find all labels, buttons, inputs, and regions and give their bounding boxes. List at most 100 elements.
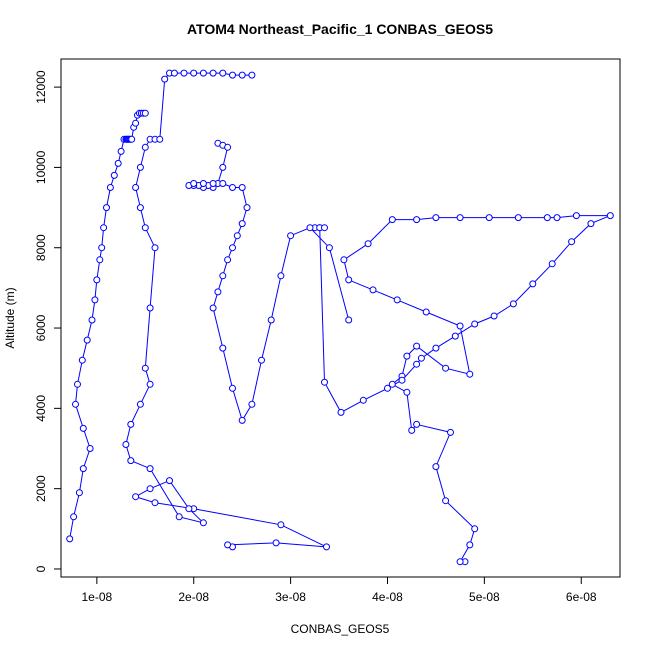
data-point <box>432 463 440 471</box>
data-point <box>114 159 122 167</box>
data-point <box>442 497 450 505</box>
data-point <box>175 513 183 521</box>
x-tick-label: 3e-08 <box>275 590 306 604</box>
data-point <box>543 214 551 222</box>
data-point <box>170 69 178 77</box>
data-point <box>106 184 114 191</box>
data-point <box>384 384 391 392</box>
data-point <box>337 408 345 416</box>
data-point <box>141 109 149 117</box>
data-point <box>345 276 353 284</box>
data-point <box>267 316 275 324</box>
y-axis-label: Altitude (m) <box>3 287 17 348</box>
data-point <box>287 232 295 240</box>
data-point <box>70 513 78 521</box>
data-point <box>229 384 236 392</box>
data-point <box>243 204 251 212</box>
data-point <box>325 244 333 252</box>
data-point <box>132 119 140 127</box>
data-point <box>233 232 241 240</box>
data-point <box>199 69 207 77</box>
data-point <box>161 75 169 83</box>
data-point <box>156 135 164 143</box>
data-point <box>258 356 265 364</box>
data-point <box>456 558 464 566</box>
data-point <box>224 256 232 264</box>
data-point <box>141 143 149 151</box>
y-tick-label: 8000 <box>34 234 48 261</box>
data-point <box>122 441 130 448</box>
data-point <box>219 344 227 352</box>
data-point <box>272 539 280 547</box>
data-point <box>369 286 377 294</box>
series-1 <box>311 212 614 566</box>
data-point <box>529 280 537 288</box>
data-point <box>146 465 154 473</box>
data-point <box>166 477 173 485</box>
data-point <box>219 69 227 77</box>
data-point <box>72 400 79 408</box>
data-point <box>238 220 246 228</box>
data-point <box>451 332 459 340</box>
data-point <box>128 135 136 143</box>
data-point <box>403 352 411 360</box>
data-point <box>340 256 348 264</box>
data-point <box>209 180 217 187</box>
y-tick-label: 10000 <box>34 150 48 184</box>
data-point <box>127 457 135 465</box>
data-point <box>456 214 464 222</box>
data-point <box>490 312 498 320</box>
series-3 <box>122 69 330 551</box>
series-line <box>314 215 611 563</box>
data-point <box>248 71 256 79</box>
data-point <box>136 163 144 171</box>
data-point <box>471 320 479 328</box>
data-point <box>219 180 227 187</box>
data-point <box>606 212 614 220</box>
data-point <box>432 214 440 222</box>
data-point <box>238 416 246 424</box>
data-point <box>132 184 140 191</box>
data-point <box>141 224 149 232</box>
data-point <box>96 256 104 264</box>
data-point <box>219 163 227 171</box>
data-point <box>146 304 154 312</box>
x-tick-label: 1e-08 <box>81 590 112 604</box>
data-point <box>151 244 159 252</box>
data-point <box>466 541 474 549</box>
data-point <box>417 354 425 362</box>
data-point <box>132 493 140 501</box>
data-point <box>83 336 91 344</box>
data-point <box>548 260 556 268</box>
data-point <box>110 171 118 179</box>
data-point <box>151 499 159 507</box>
data-point <box>127 420 135 428</box>
data-point <box>359 396 367 404</box>
data-point <box>509 300 517 308</box>
data-point <box>146 380 154 388</box>
data-point <box>398 376 406 384</box>
data-point <box>86 445 94 452</box>
y-tick-label: 0 <box>34 565 48 572</box>
data-point <box>447 428 454 436</box>
data-point <box>422 308 430 316</box>
data-point <box>219 272 227 280</box>
data-point <box>88 316 96 324</box>
data-point <box>91 296 99 304</box>
y-axis: 0 2000 4000 6000 8000 10000 12000 <box>34 70 61 572</box>
data-point <box>413 360 421 368</box>
x-tick-label: 4e-08 <box>372 590 403 604</box>
data-point <box>180 69 188 77</box>
data-point <box>393 296 401 304</box>
data-point <box>388 216 396 224</box>
data-point <box>587 220 595 228</box>
data-point <box>413 420 421 428</box>
data-point <box>432 344 440 352</box>
data-point <box>209 69 217 77</box>
data-point <box>190 180 198 187</box>
data-point <box>66 535 74 543</box>
data-point <box>74 380 81 388</box>
data-point <box>485 214 493 222</box>
data-point <box>323 543 330 551</box>
data-point <box>471 525 479 533</box>
